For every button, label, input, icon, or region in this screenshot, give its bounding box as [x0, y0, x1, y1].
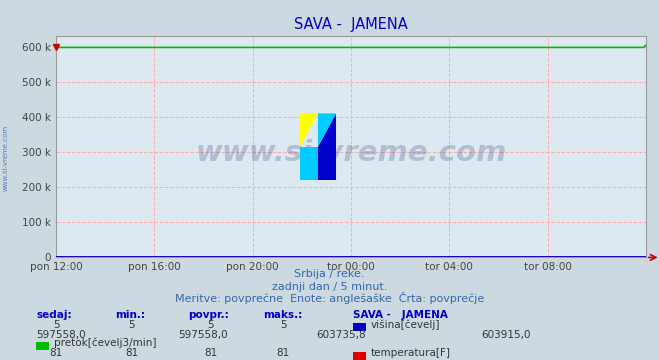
Text: 597558,0: 597558,0	[178, 330, 227, 341]
Text: povpr.:: povpr.:	[188, 310, 229, 320]
Text: Srbija / reke.: Srbija / reke.	[295, 269, 364, 279]
Text: temperatura[F]: temperatura[F]	[370, 348, 450, 359]
Text: Meritve: povprečne  Enote: anglešaške  Črta: povprečje: Meritve: povprečne Enote: anglešaške Črt…	[175, 292, 484, 305]
Text: sedaj:: sedaj:	[36, 310, 72, 320]
Text: 81: 81	[277, 348, 290, 359]
Polygon shape	[318, 113, 336, 180]
Text: 603735,8: 603735,8	[316, 330, 366, 341]
Text: 597558,0: 597558,0	[36, 330, 86, 341]
Text: pretok[čevelj3/min]: pretok[čevelj3/min]	[54, 338, 157, 348]
Text: www.si-vreme.com: www.si-vreme.com	[195, 139, 507, 167]
Title: SAVA -  JAMENA: SAVA - JAMENA	[294, 17, 408, 32]
Text: višina[čevelj]: višina[čevelj]	[370, 319, 440, 330]
Text: 5: 5	[208, 320, 214, 330]
Text: zadnji dan / 5 minut.: zadnji dan / 5 minut.	[272, 282, 387, 292]
Text: 81: 81	[49, 348, 63, 359]
Polygon shape	[300, 113, 318, 147]
Text: min.:: min.:	[115, 310, 146, 320]
Text: 603915,0: 603915,0	[481, 330, 530, 341]
Text: www.si-vreme.com: www.si-vreme.com	[2, 125, 9, 192]
Text: 5: 5	[280, 320, 287, 330]
Polygon shape	[300, 147, 318, 180]
Text: 5: 5	[53, 320, 59, 330]
Text: 81: 81	[204, 348, 217, 359]
Text: SAVA -   JAMENA: SAVA - JAMENA	[353, 310, 447, 320]
Text: 81: 81	[125, 348, 138, 359]
Polygon shape	[318, 113, 336, 147]
Text: 5: 5	[129, 320, 135, 330]
Text: maks.:: maks.:	[264, 310, 303, 320]
